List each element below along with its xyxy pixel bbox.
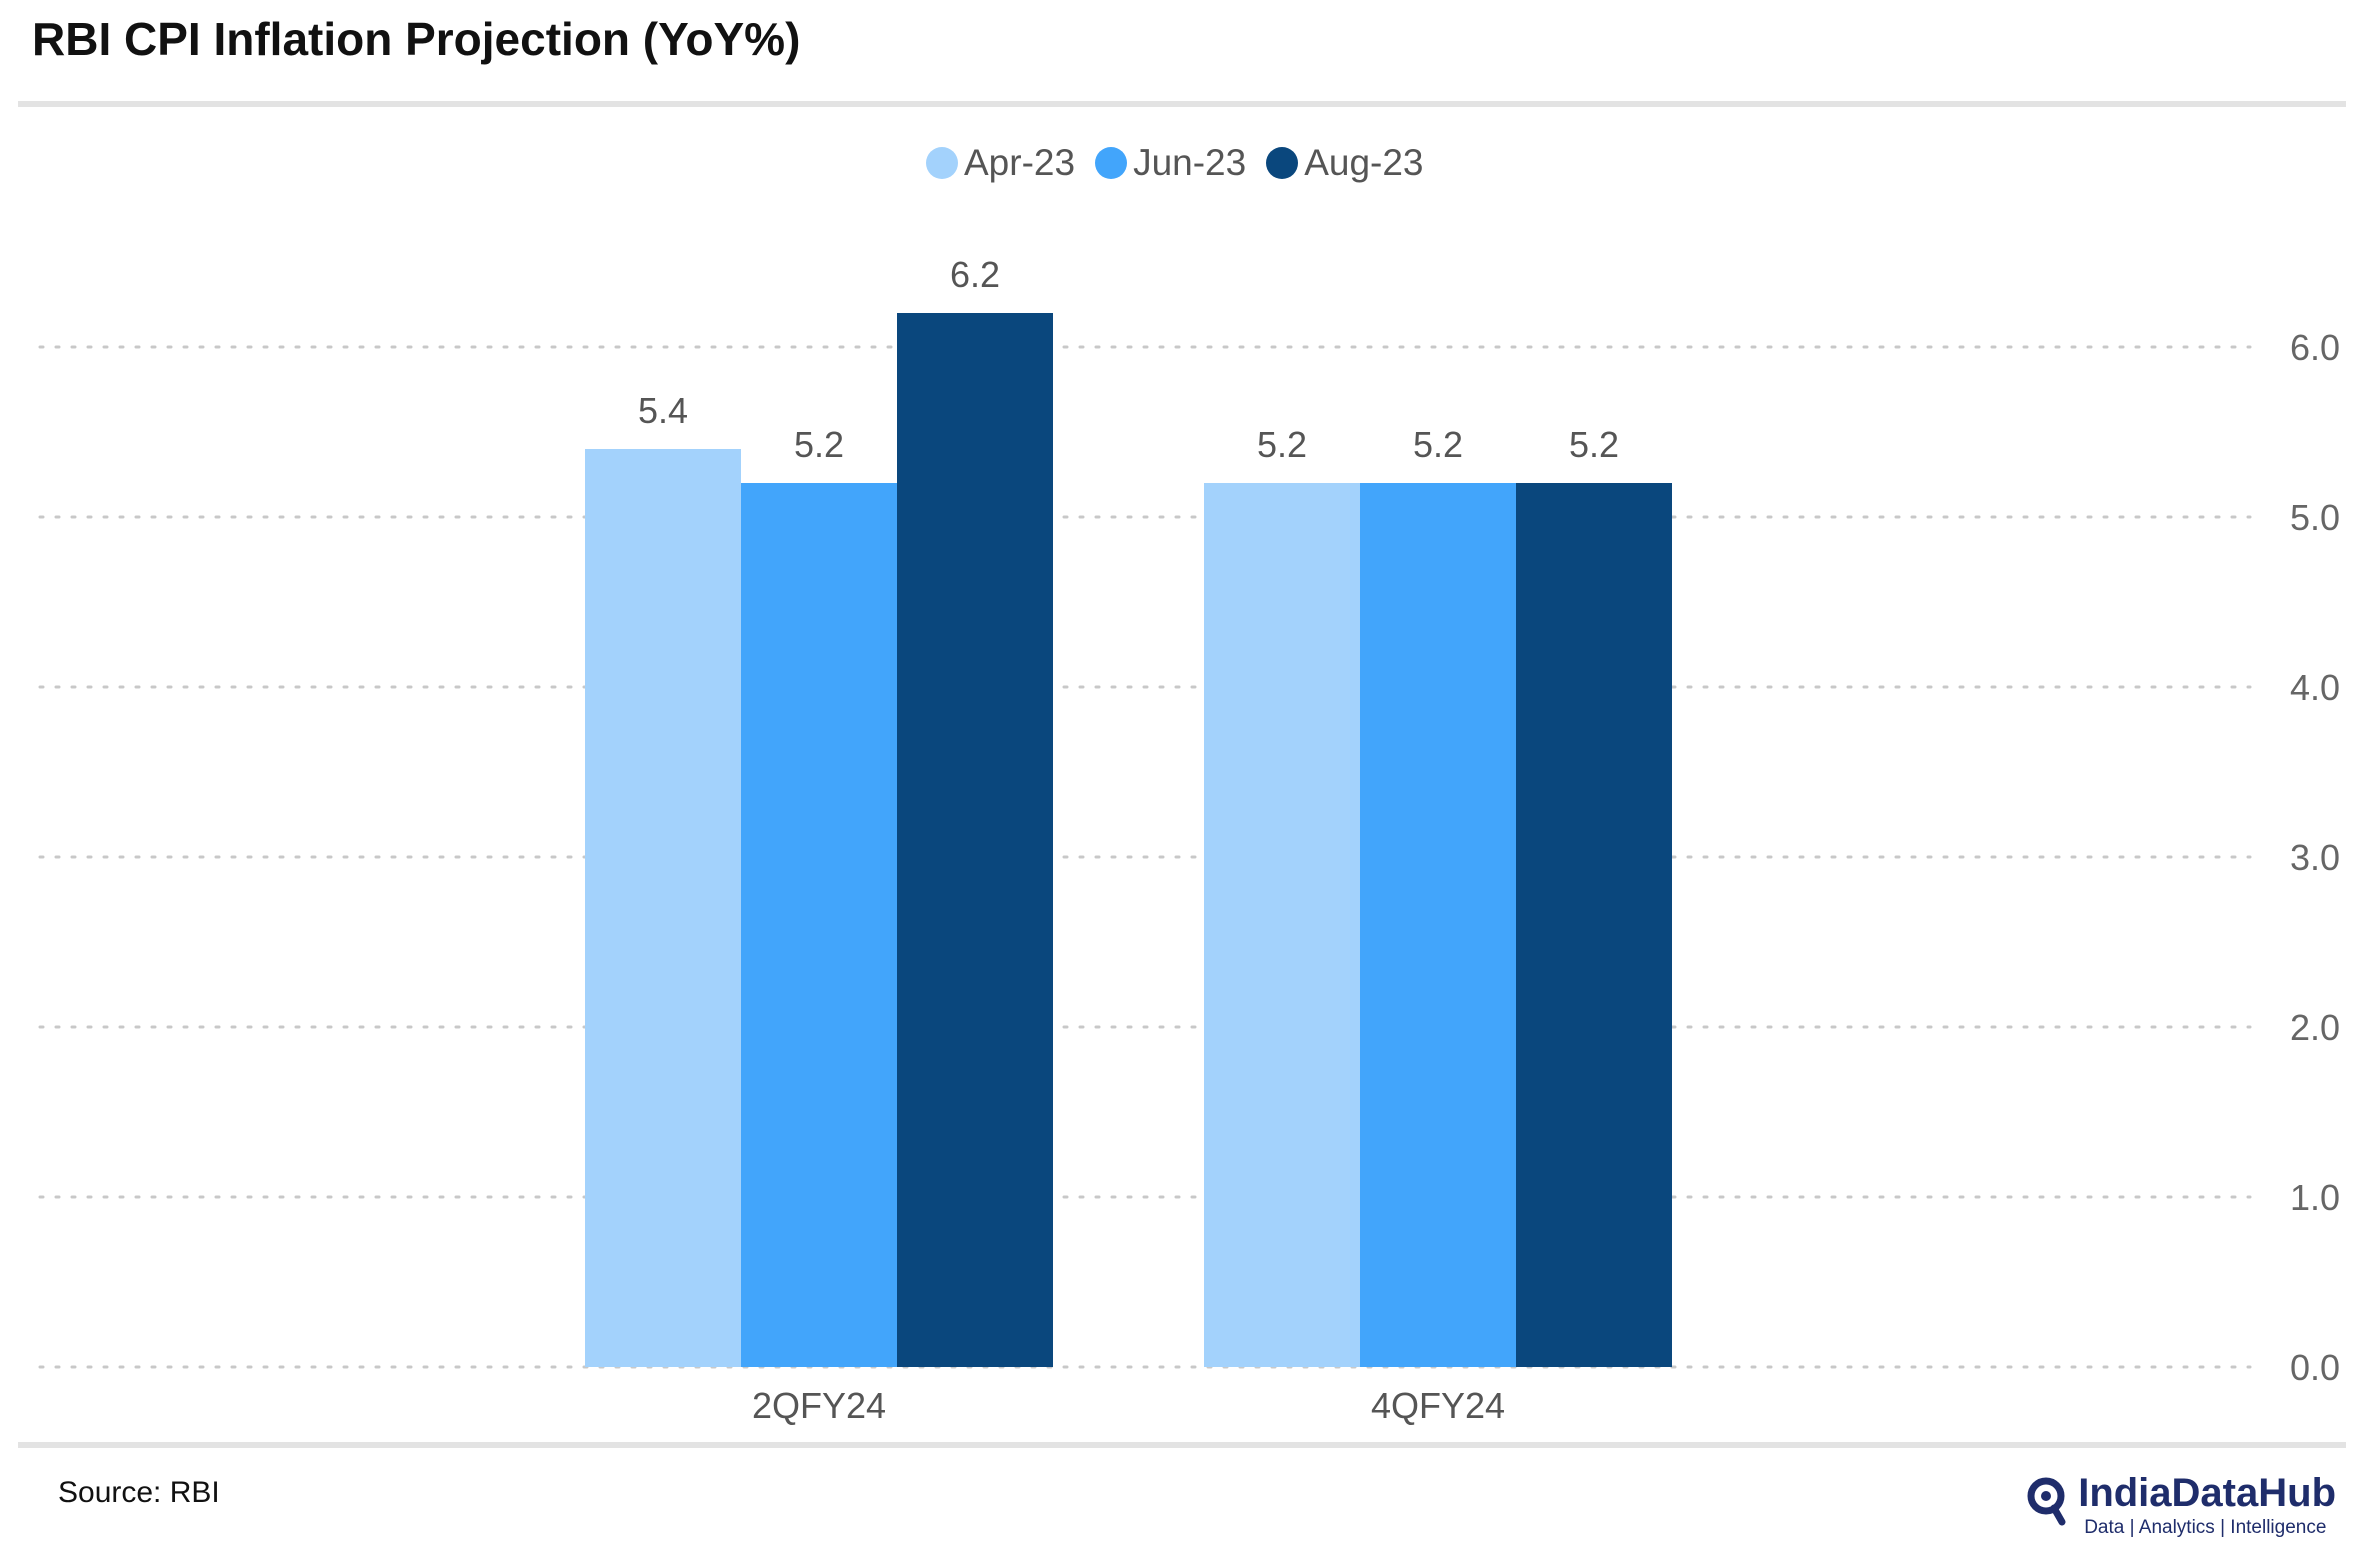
legend-item-aug-23[interactable]: Aug-23 (1266, 142, 1424, 184)
y-tick-label: 6.0 (2290, 327, 2340, 368)
legend-label-jun-23: Jun-23 (1133, 142, 1247, 183)
y-tick-label: 4.0 (2290, 667, 2340, 708)
data-label: 5.4 (638, 390, 688, 431)
bar-2qfy24-apr-23[interactable] (585, 449, 741, 1367)
y-tick-label: 3.0 (2290, 837, 2340, 878)
legend-item-jun-23[interactable]: Jun-23 (1095, 142, 1246, 184)
brand-name: IndiaDataHub (2078, 1471, 2336, 1515)
y-tick-label: 2.0 (2290, 1007, 2340, 1048)
chart-legend: Apr-23 Jun-23 Aug-23 (926, 138, 1424, 188)
footer-divider (18, 1442, 2346, 1448)
legend-swatch-aug-23 (1266, 147, 1299, 179)
gridlines (38, 345, 2252, 1369)
x-axis-categories: 2QFY24 4QFY24 (752, 1385, 1505, 1426)
y-tick-label: 0.0 (2290, 1347, 2340, 1388)
bar-2qfy24-jun-23[interactable] (741, 483, 897, 1367)
bar-4qfy24-jun-23[interactable] (1360, 483, 1516, 1367)
bar-4qfy24-aug-23[interactable] (1516, 483, 1672, 1367)
data-label: 5.2 (794, 424, 844, 465)
data-label: 5.2 (1257, 424, 1307, 465)
source-note: Source: RBI (58, 1476, 220, 1509)
header-divider (18, 101, 2346, 107)
bar-chart: 5.4 5.2 6.2 5.2 5.2 5.2 0.0 1.0 2.0 3.0 4.0 5.0 6.0… (38, 254, 2340, 1426)
legend-label-apr-23: Apr-23 (964, 142, 1076, 183)
y-tick-label: 5.0 (2290, 497, 2340, 538)
brand-tagline: Data | Analytics | Intelligence (2084, 1517, 2327, 1538)
y-tick-label: 1.0 (2290, 1177, 2340, 1218)
data-label: 5.2 (1413, 424, 1463, 465)
q-magnifier-logo-icon (2027, 1477, 2066, 1526)
x-category-label: 2QFY24 (752, 1385, 886, 1426)
bars (585, 313, 1672, 1367)
chart-title: RBI CPI Inflation Projection (YoY%) (32, 13, 801, 65)
data-label: 6.2 (950, 254, 1000, 295)
y-axis-ticks: 0.0 1.0 2.0 3.0 4.0 5.0 6.0 (2290, 327, 2340, 1388)
data-labels: 5.4 5.2 6.2 5.2 5.2 5.2 (638, 254, 1619, 465)
legend-label-aug-23: Aug-23 (1304, 142, 1424, 183)
legend-swatch-jun-23 (1095, 147, 1128, 179)
bar-2qfy24-aug-23[interactable] (897, 313, 1053, 1367)
legend-swatch-apr-23 (926, 147, 958, 179)
x-category-label: 4QFY24 (1371, 1385, 1505, 1426)
brand-logo: IndiaDataHub Data | Analytics | Intellig… (2026, 1470, 2336, 1540)
data-label: 5.2 (1569, 424, 1619, 465)
bar-4qfy24-apr-23[interactable] (1204, 483, 1360, 1367)
legend-item-apr-23[interactable]: Apr-23 (926, 142, 1075, 184)
